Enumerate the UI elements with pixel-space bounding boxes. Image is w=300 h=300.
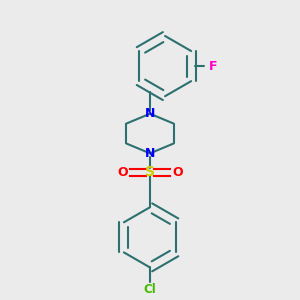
Text: N: N (145, 107, 155, 120)
Text: O: O (117, 166, 128, 179)
Text: S: S (145, 165, 155, 179)
Text: Cl: Cl (144, 283, 156, 296)
Text: F: F (209, 60, 217, 73)
Text: N: N (145, 147, 155, 160)
Text: O: O (172, 166, 183, 179)
